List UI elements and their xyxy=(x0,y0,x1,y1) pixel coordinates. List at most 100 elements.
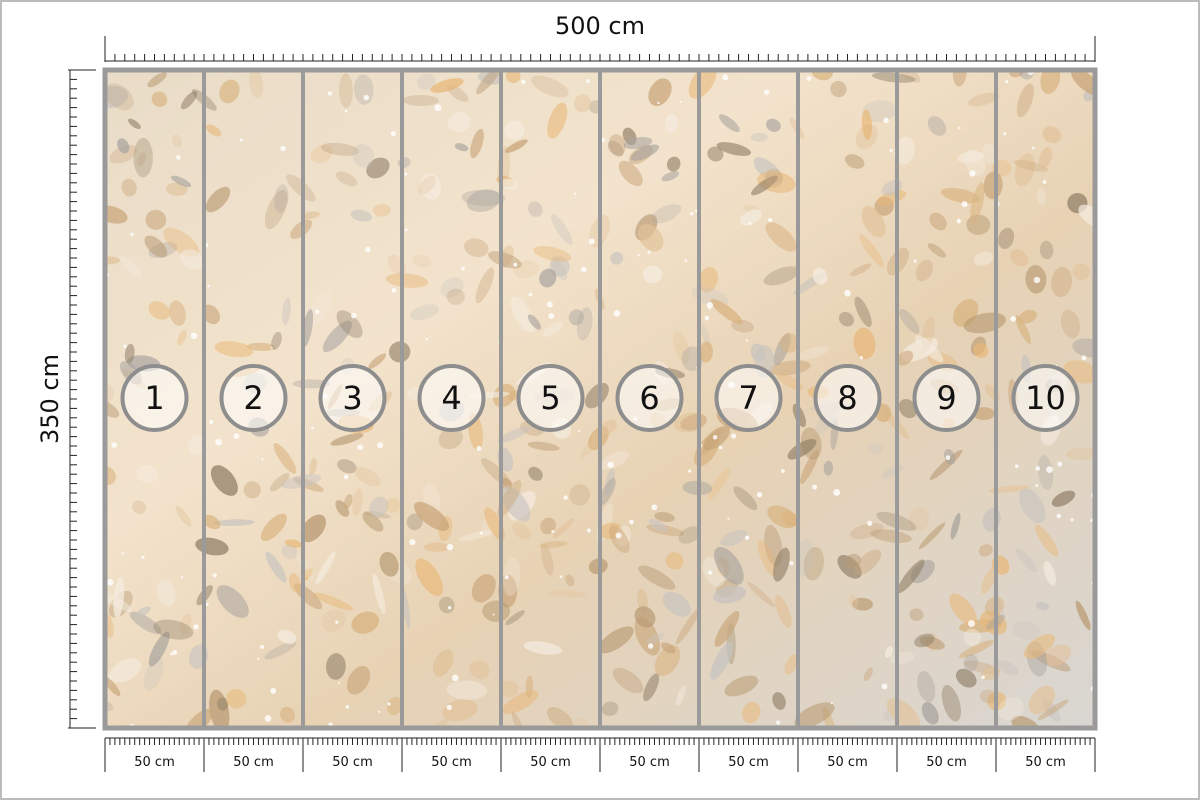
panel-width-label: 50 cm xyxy=(629,755,670,770)
speck xyxy=(768,218,773,223)
leaf xyxy=(914,633,935,648)
leaf xyxy=(307,290,333,327)
leaf xyxy=(214,341,254,358)
leaf xyxy=(446,680,487,700)
leaf xyxy=(998,697,1024,721)
speck xyxy=(504,575,509,580)
speck xyxy=(578,430,581,433)
leaf xyxy=(607,140,624,157)
speck xyxy=(679,101,682,104)
leaf xyxy=(481,458,511,487)
leaf xyxy=(666,156,681,172)
leaf xyxy=(423,542,450,552)
leaf xyxy=(1015,548,1038,573)
leaf xyxy=(488,251,522,269)
leaf xyxy=(854,296,872,328)
speck xyxy=(647,250,651,254)
speck xyxy=(121,552,124,555)
leaf xyxy=(475,267,495,304)
leaf xyxy=(440,277,464,298)
panel-badge xyxy=(318,364,387,432)
leaf xyxy=(206,124,222,137)
speck xyxy=(1070,518,1074,522)
speck xyxy=(581,266,587,273)
leaf xyxy=(897,559,925,594)
leaf xyxy=(281,544,298,560)
panel-number: 3 xyxy=(342,379,362,417)
leaf xyxy=(884,646,894,658)
rulers: 50 cm 50 cm 50 cm 50 cm 50 cm 50 cm 50 cm 50 cm… xyxy=(68,36,1096,772)
panel-badge xyxy=(1011,364,1080,432)
leaf xyxy=(612,667,644,694)
speck xyxy=(708,307,711,310)
speck xyxy=(344,109,348,113)
leaf xyxy=(147,72,167,88)
leaf xyxy=(438,427,463,450)
leaf xyxy=(710,299,743,325)
leaf xyxy=(981,566,997,594)
leaf xyxy=(264,189,288,230)
leaf xyxy=(747,582,776,608)
speck xyxy=(215,438,222,446)
speck xyxy=(830,702,833,705)
leaf xyxy=(325,653,346,680)
leaf xyxy=(527,314,542,330)
leaf xyxy=(133,137,153,178)
speck xyxy=(363,94,370,101)
leaf xyxy=(260,513,287,542)
leaf xyxy=(1018,70,1034,80)
leaf xyxy=(388,341,411,363)
leaf xyxy=(988,485,1030,493)
leaf xyxy=(634,606,656,628)
leaf xyxy=(1078,204,1095,228)
speck xyxy=(209,419,214,425)
leaf xyxy=(420,173,441,200)
leaf xyxy=(109,144,138,164)
speck xyxy=(270,346,273,349)
leaf xyxy=(144,235,168,258)
speck xyxy=(551,529,555,533)
leaf xyxy=(461,189,506,206)
speck xyxy=(559,575,563,579)
leaf xyxy=(551,256,568,281)
leaf xyxy=(812,267,828,285)
leaf xyxy=(662,591,691,617)
speck xyxy=(513,262,518,267)
leaf xyxy=(830,80,847,98)
leaf xyxy=(105,83,134,111)
speck xyxy=(889,148,893,153)
speck xyxy=(1005,80,1009,84)
leaf xyxy=(773,333,791,366)
leaf xyxy=(665,552,684,570)
panel-number: 9 xyxy=(936,379,956,417)
leaf xyxy=(1075,600,1091,631)
leaf xyxy=(269,472,290,492)
speck xyxy=(1046,466,1053,473)
leaf xyxy=(246,342,276,351)
speck xyxy=(844,289,851,297)
leaf xyxy=(859,234,884,268)
speck xyxy=(727,517,730,520)
speck xyxy=(345,705,350,709)
speck xyxy=(1035,483,1039,487)
leaf xyxy=(470,128,484,159)
leaf xyxy=(707,146,724,162)
leaf xyxy=(1072,263,1090,281)
speck xyxy=(528,292,533,297)
leaf xyxy=(1038,147,1053,168)
speck xyxy=(181,576,184,579)
leaf xyxy=(1045,644,1071,667)
speck xyxy=(789,561,794,566)
speck xyxy=(476,445,482,452)
leaf xyxy=(609,134,626,156)
leaf xyxy=(1042,699,1061,722)
speck xyxy=(781,469,785,473)
leaf xyxy=(1016,83,1034,118)
leaf xyxy=(274,184,289,213)
leaf xyxy=(981,143,997,165)
leaf xyxy=(1051,266,1072,298)
leaf xyxy=(202,304,221,325)
leaf xyxy=(609,525,630,554)
leaf xyxy=(964,149,986,177)
